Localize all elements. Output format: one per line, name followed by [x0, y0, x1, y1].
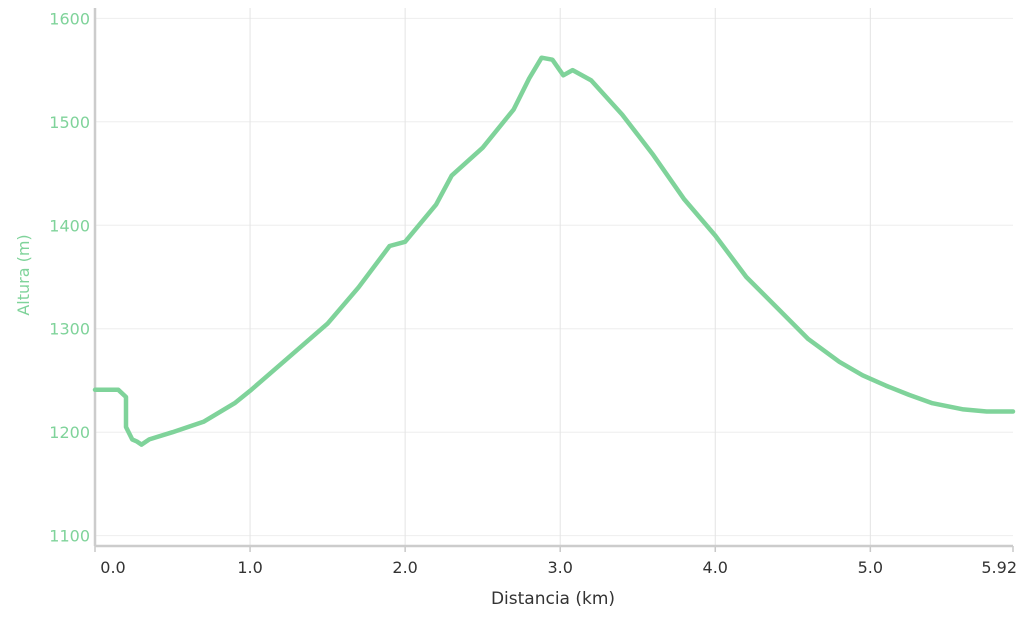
y-tick-label: 1100: [49, 527, 90, 546]
y-tick-label: 1500: [49, 113, 90, 132]
y-tick-label: 1600: [49, 9, 90, 28]
grid-lines: [95, 8, 1013, 546]
x-tick-labels: 0.0 1.0 2.0 3.0 4.0 5.0 5.92: [100, 558, 1017, 577]
elevation-series-line: [92, 55, 1016, 447]
x-tick-label: 3.0: [547, 558, 572, 577]
y-axis-label: Altura (m): [14, 234, 33, 315]
y-tick-labels: 1100 1200 1300 1400 1500 1600: [49, 9, 90, 545]
elevation-area: [95, 58, 1013, 546]
x-tick-label: 0.0: [100, 558, 125, 577]
axes: [93, 8, 1014, 552]
x-tick-label: 5.0: [858, 558, 883, 577]
x-tick-label: 1.0: [237, 558, 262, 577]
y-tick-label: 1400: [49, 216, 90, 235]
x-axis-label: Distancia (km): [491, 589, 615, 609]
y-tick-label: 1300: [49, 320, 90, 339]
x-tick-label: 2.0: [392, 558, 417, 577]
x-tick-label: 4.0: [703, 558, 728, 577]
y-tick-label: 1200: [49, 423, 90, 442]
x-tick-label: 5.92: [981, 558, 1017, 577]
